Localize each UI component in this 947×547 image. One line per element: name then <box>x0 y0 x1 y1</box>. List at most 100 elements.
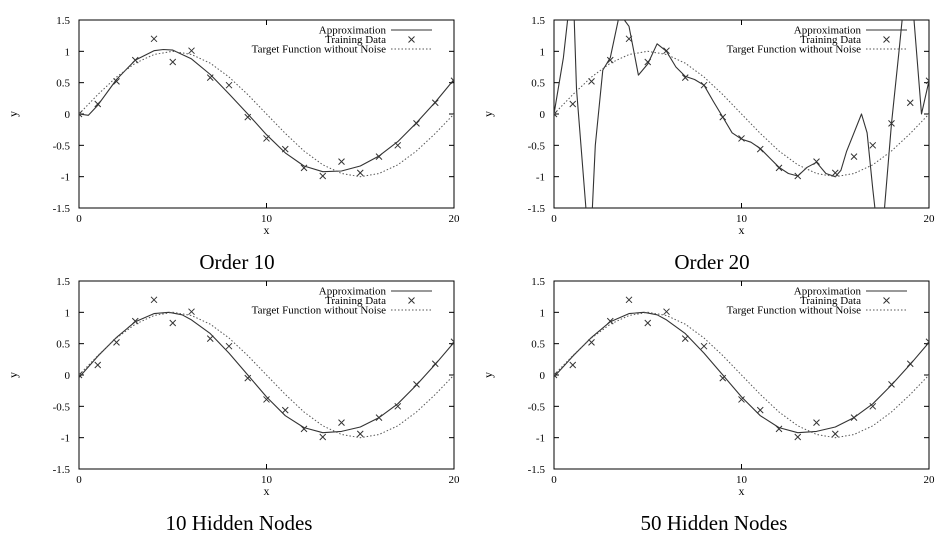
x-tick-label: 20 <box>924 213 936 225</box>
training-data-point <box>244 113 252 121</box>
training-data-point <box>663 47 670 55</box>
chart-panel-3: 1.5 1 0.5 0 -0.5 -1 -1.5 0 10 20 x y ApproximationTr… <box>6 276 460 535</box>
legend-label: Target Function without Noise <box>727 44 861 56</box>
x-axis-label: x <box>264 223 270 237</box>
x-tick-label: 0 <box>551 474 557 486</box>
legend-label: Training Data <box>800 295 861 307</box>
training-data-point <box>394 402 402 410</box>
training-data-point <box>775 425 783 433</box>
y-tick-label: 0.5 <box>56 339 70 351</box>
y-tick-label: 1 <box>65 307 71 319</box>
training-data-point <box>738 396 745 403</box>
approximation-line <box>554 311 929 434</box>
legend-label: Training Data <box>325 295 386 307</box>
training-data-point <box>569 361 577 369</box>
training-data-point <box>663 308 670 316</box>
x-tick-label: 20 <box>449 213 461 225</box>
training-data-point <box>719 374 727 382</box>
chart-panel-2: 1.5 1 0.5 0 -0.5 -1 -1.5 0 10 20 x y ApproximationTr… <box>481 15 936 274</box>
training-data-point <box>888 381 895 388</box>
training-data-point <box>169 58 177 66</box>
training-data-point <box>356 430 364 438</box>
x-tick-label: 10 <box>261 474 273 486</box>
training-data-point <box>888 120 895 127</box>
training-data-point <box>338 158 345 165</box>
training-data-point <box>413 120 420 127</box>
training-data-point <box>413 381 420 388</box>
legend-label: Training Data <box>800 34 861 46</box>
y-tick-label: 1.5 <box>56 276 70 288</box>
y-tick-label: 0 <box>540 370 546 382</box>
training-data-point <box>756 406 764 414</box>
legend-label: Target Function without Noise <box>252 44 386 56</box>
target-function-line <box>79 50 454 178</box>
legend-marker <box>408 297 415 304</box>
series-training-data <box>554 296 929 441</box>
training-data-point <box>813 158 820 165</box>
training-data-point <box>225 342 233 350</box>
y-tick-label: 1 <box>65 46 71 58</box>
target-function-line <box>554 50 929 178</box>
training-data-point <box>169 319 177 327</box>
training-data-point <box>263 135 270 142</box>
training-data-point <box>79 110 83 118</box>
series-training-data <box>79 35 454 180</box>
y-tick-label: 0 <box>65 370 71 382</box>
legend-label: Approximation <box>794 286 862 298</box>
legend-marker <box>883 36 890 43</box>
training-data-point <box>375 153 383 160</box>
approximation-line <box>79 311 454 434</box>
training-data-point <box>794 433 802 441</box>
y-tick-label: 0.5 <box>531 78 545 90</box>
training-data-point <box>300 164 308 172</box>
training-data-point <box>831 430 839 438</box>
y-axis-label: y <box>6 111 20 117</box>
training-data-point <box>869 141 877 149</box>
y-tick-label: 1.5 <box>56 15 70 27</box>
legend-label: Target Function without Noise <box>252 305 386 317</box>
chart-panel-1: 1.5 1 0.5 0 -0.5 -1 -1.5 0 10 20 x y ApproximationTr… <box>6 15 460 274</box>
y-tick-label: -0.5 <box>53 140 71 152</box>
x-tick-label: 20 <box>924 474 936 486</box>
training-data-point <box>450 338 454 346</box>
y-tick-label: -1.5 <box>53 464 71 476</box>
training-data-point <box>225 81 233 89</box>
training-data-point <box>450 77 454 85</box>
training-data-point <box>625 35 633 43</box>
panel-caption: 10 Hidden Nodes <box>166 511 313 535</box>
legend-marker <box>883 297 890 304</box>
legend-label: Approximation <box>319 286 387 298</box>
x-axis-label: x <box>739 223 745 237</box>
legend-label: Training Data <box>325 34 386 46</box>
y-tick-label: -1.5 <box>528 203 546 215</box>
panel-caption: Order 10 <box>199 250 274 274</box>
x-tick-label: 10 <box>736 213 748 225</box>
y-tick-label: -1 <box>536 172 545 184</box>
y-tick-label: -0.5 <box>528 140 546 152</box>
training-data-point <box>206 74 214 82</box>
target-function-line <box>554 311 929 439</box>
y-tick-label: 0.5 <box>531 339 545 351</box>
legend-label: Approximation <box>794 25 862 37</box>
series-training-data <box>79 296 454 441</box>
training-data-point <box>850 414 858 421</box>
training-data-point <box>94 100 102 108</box>
y-axis-label: y <box>481 111 495 117</box>
y-tick-label: 0 <box>65 109 71 121</box>
training-data-point <box>319 433 327 441</box>
approximation-line <box>79 48 454 173</box>
x-tick-label: 0 <box>76 474 82 486</box>
y-tick-label: 0.5 <box>56 78 70 90</box>
training-data-point <box>925 77 929 85</box>
training-data-point <box>831 169 839 177</box>
y-tick-label: 0 <box>540 109 546 121</box>
training-data-point <box>281 145 289 153</box>
training-data-point <box>300 425 308 433</box>
y-tick-label: -0.5 <box>528 401 546 413</box>
y-axis-label: y <box>6 372 20 378</box>
training-data-point <box>700 342 708 350</box>
y-tick-label: 1.5 <box>531 15 545 27</box>
